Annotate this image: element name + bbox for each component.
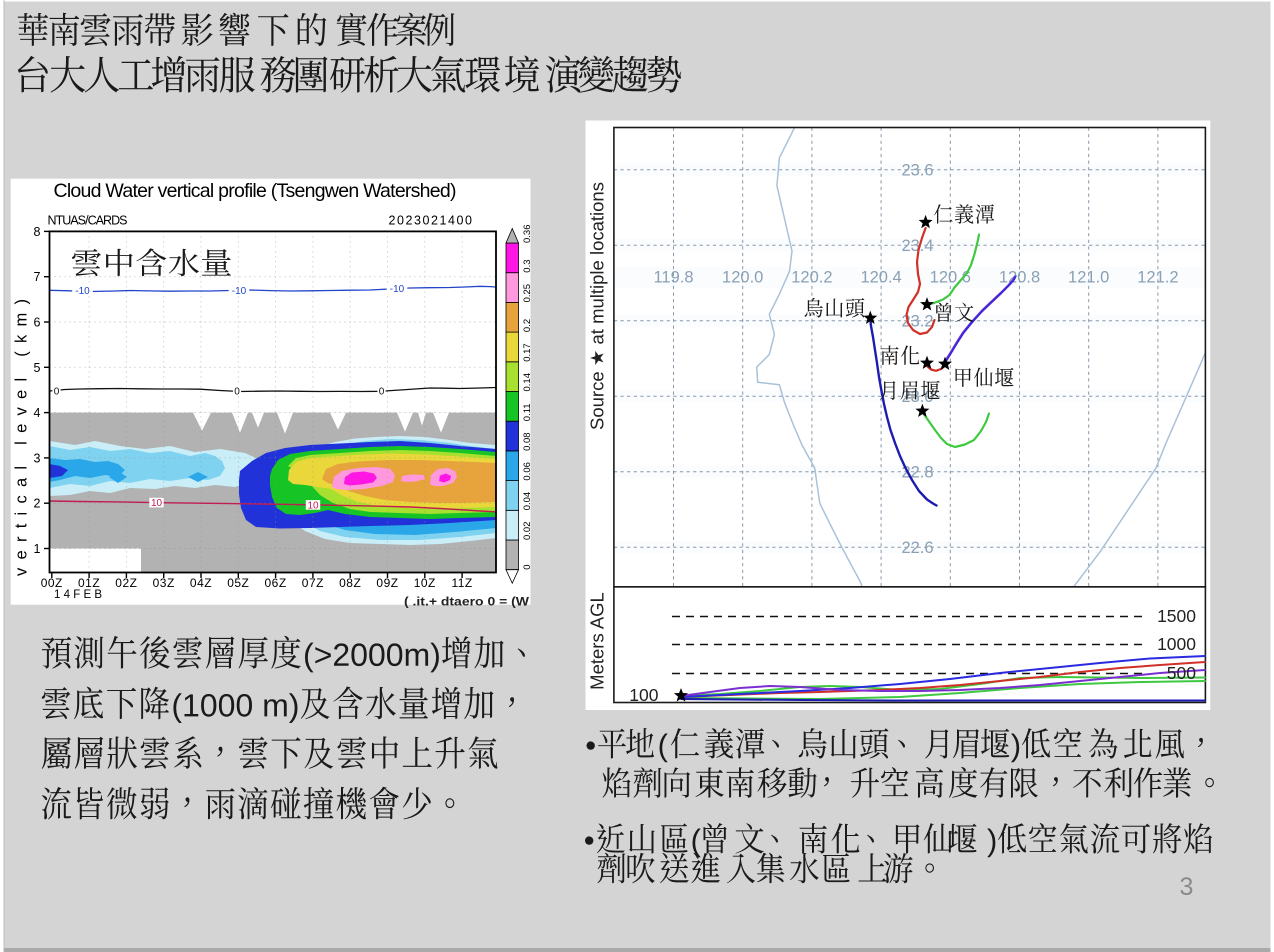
svg-text:0.36: 0.36 — [522, 225, 533, 244]
svg-text:( .it.+ dtaero 0 = (W: ( .it.+ dtaero 0 = (W — [404, 597, 529, 609]
svg-text:06Z: 06Z — [265, 576, 287, 590]
svg-text:0: 0 — [54, 386, 60, 397]
svg-text:0: 0 — [379, 387, 385, 398]
svg-text:120.4: 120.4 — [860, 269, 901, 287]
svg-text:03Z: 03Z — [153, 576, 175, 590]
svg-text:01Z: 01Z — [78, 576, 100, 590]
svg-text:0.2: 0.2 — [522, 319, 533, 332]
svg-text:14FEB: 14FEB — [54, 589, 102, 601]
svg-text:11Z: 11Z — [451, 576, 472, 590]
svg-text:04Z: 04Z — [190, 576, 212, 590]
svg-text:0: 0 — [234, 386, 240, 397]
svg-text:0.14: 0.14 — [522, 373, 533, 392]
svg-text:3: 3 — [1180, 873, 1194, 901]
svg-text:100: 100 — [629, 685, 658, 705]
svg-text:8: 8 — [34, 225, 41, 239]
svg-text:1500: 1500 — [1157, 606, 1196, 626]
svg-text:0.06: 0.06 — [522, 462, 533, 481]
svg-text:0.17: 0.17 — [522, 343, 533, 362]
svg-text:-10: -10 — [75, 286, 90, 297]
svg-text:NTUAS/CARDS: NTUAS/CARDS — [48, 214, 128, 228]
svg-text:2023021400: 2023021400 — [389, 214, 473, 228]
svg-text:121.2: 121.2 — [1137, 269, 1178, 287]
svg-text:120.6: 120.6 — [930, 269, 971, 287]
svg-text:500: 500 — [1167, 663, 1196, 683]
svg-text:22.8: 22.8 — [901, 463, 933, 481]
svg-text:120.2: 120.2 — [791, 269, 832, 287]
svg-text:09Z: 09Z — [376, 576, 398, 590]
svg-text:5: 5 — [34, 361, 41, 375]
svg-text:0.3: 0.3 — [522, 259, 533, 272]
svg-text:0: 0 — [522, 564, 533, 569]
svg-text:22.6: 22.6 — [901, 539, 933, 557]
svg-text:23.0: 23.0 — [901, 388, 933, 406]
svg-text:02Z: 02Z — [115, 576, 137, 590]
svg-text:0.02: 0.02 — [522, 522, 533, 541]
svg-text:2: 2 — [34, 497, 41, 511]
svg-text:121.0: 121.0 — [1068, 269, 1109, 287]
svg-text:Source ★ at multiple location: Source ★ at multiple locations — [587, 182, 608, 430]
svg-text:-10: -10 — [232, 286, 247, 297]
svg-text:Meters AGL: Meters AGL — [587, 592, 608, 690]
svg-text:0.11: 0.11 — [522, 403, 533, 421]
svg-text:10: 10 — [151, 498, 163, 509]
svg-text:7: 7 — [34, 270, 41, 284]
svg-text:10: 10 — [307, 500, 319, 511]
svg-text:1: 1 — [34, 542, 41, 556]
svg-text:120.0: 120.0 — [722, 269, 763, 287]
svg-text:120.8: 120.8 — [999, 269, 1040, 287]
svg-text:1000: 1000 — [1157, 634, 1196, 654]
svg-text:119.8: 119.8 — [653, 269, 693, 287]
svg-text:23.4: 23.4 — [901, 237, 933, 255]
svg-text:3: 3 — [34, 451, 41, 465]
svg-text:10Z: 10Z — [414, 576, 436, 590]
svg-text:00Z: 00Z — [41, 576, 63, 590]
svg-text:Cloud Water vertical profile (: Cloud Water vertical profile (Tsengwen W… — [54, 180, 457, 202]
svg-text:-10: -10 — [390, 284, 405, 295]
svg-text:6: 6 — [34, 316, 41, 330]
svg-text:23.6: 23.6 — [901, 161, 933, 179]
svg-text:0.25: 0.25 — [522, 284, 533, 303]
svg-text:0.08: 0.08 — [522, 432, 533, 451]
svg-text:08Z: 08Z — [339, 576, 361, 590]
svg-text:07Z: 07Z — [302, 576, 324, 590]
svg-text:0.04: 0.04 — [522, 492, 533, 511]
svg-text:05Z: 05Z — [227, 576, 249, 590]
svg-text:4: 4 — [34, 406, 41, 420]
